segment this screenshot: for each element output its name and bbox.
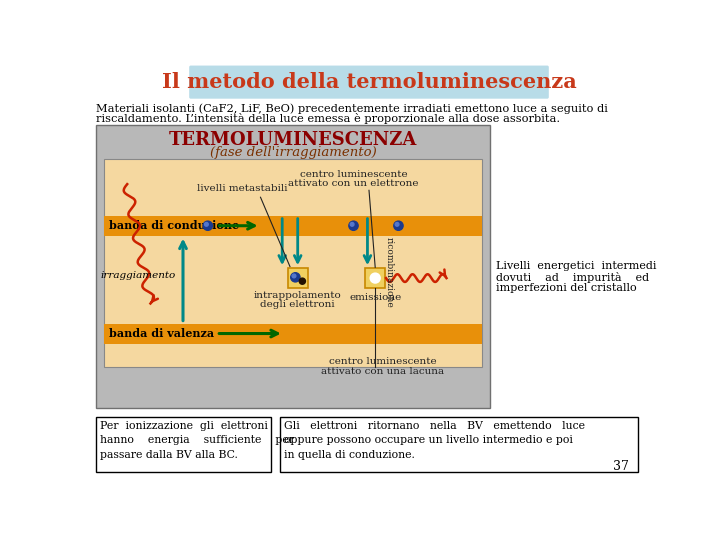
Text: banda di conduzione: banda di conduzione — [109, 220, 239, 231]
Text: Livelli  energetici  intermedi: Livelli energetici intermedi — [496, 261, 657, 271]
Text: ricombinazione: ricombinazione — [384, 237, 394, 308]
Text: riscaldamento. L’intensità della luce emessa è proporzionale alla dose assorbita: riscaldamento. L’intensità della luce em… — [96, 113, 560, 124]
Circle shape — [349, 221, 358, 231]
Text: centro luminescente: centro luminescente — [329, 357, 437, 367]
Bar — [104, 215, 482, 236]
Bar — [104, 159, 482, 367]
Text: Per  ionizzazione  gli  elettroni
hanno    energia    sufficiente    per
passare: Per ionizzazione gli elettroni hanno ene… — [100, 421, 294, 460]
FancyBboxPatch shape — [189, 65, 549, 99]
Text: emissione: emissione — [349, 293, 401, 302]
Circle shape — [394, 221, 403, 231]
Circle shape — [300, 278, 305, 284]
Bar — [96, 125, 490, 408]
Circle shape — [371, 273, 380, 283]
Bar — [287, 268, 307, 288]
Text: dovuti    ad    impurità    ed: dovuti ad impurità ed — [496, 272, 649, 283]
Text: Il metodo della termoluminescenza: Il metodo della termoluminescenza — [161, 72, 577, 92]
Text: TERMOLUMINESCENZA: TERMOLUMINESCENZA — [169, 131, 417, 149]
Circle shape — [292, 274, 296, 278]
Text: attivato con una lacuna: attivato con una lacuna — [321, 367, 444, 376]
Bar — [96, 417, 271, 472]
Circle shape — [204, 222, 208, 226]
Circle shape — [203, 221, 212, 231]
Text: (fase dell'irraggiamento): (fase dell'irraggiamento) — [210, 146, 377, 159]
Bar — [280, 417, 638, 472]
Text: attivato con un elettrone: attivato con un elettrone — [288, 179, 419, 188]
Text: intrappolamento: intrappolamento — [254, 291, 341, 300]
Circle shape — [395, 222, 399, 226]
Text: centro luminescente: centro luminescente — [300, 170, 408, 179]
Text: imperfezioni del cristallo: imperfezioni del cristallo — [496, 283, 636, 293]
Text: degli elettroni: degli elettroni — [261, 300, 335, 309]
Circle shape — [291, 273, 300, 282]
Bar — [365, 268, 385, 288]
Text: livelli metastabili: livelli metastabili — [197, 184, 287, 193]
Bar — [104, 323, 482, 343]
Text: irraggiamento: irraggiamento — [100, 271, 176, 280]
Text: banda di valenza: banda di valenza — [109, 328, 214, 339]
Text: Gli   elettroni   ritornano   nella   BV   emettendo   luce
oppure possono occup: Gli elettroni ritornano nella BV emetten… — [284, 421, 585, 460]
Text: 37: 37 — [613, 460, 629, 473]
Text: Materiali isolanti (CaF2, LiF, BeO) precedentemente irradiati emettono luce a se: Materiali isolanti (CaF2, LiF, BeO) prec… — [96, 103, 608, 114]
Circle shape — [350, 222, 354, 226]
